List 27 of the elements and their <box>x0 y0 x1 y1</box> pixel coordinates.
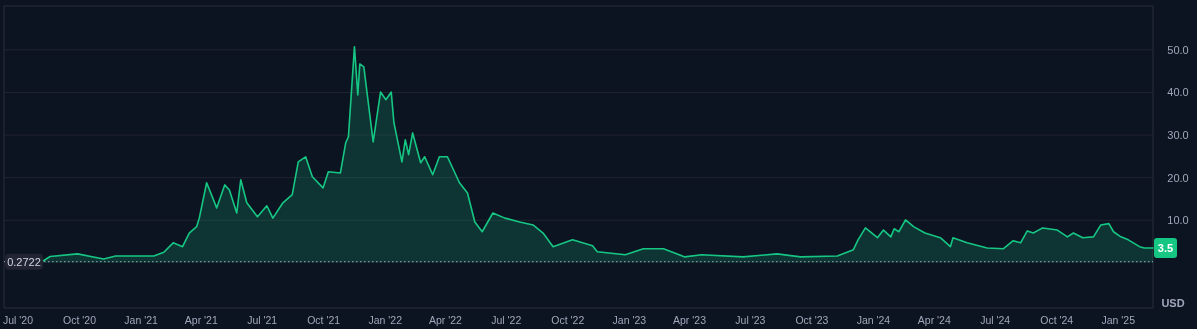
x-tick-label: Apr '24 <box>917 314 951 326</box>
x-tick-label: Jul '24 <box>980 314 1011 326</box>
x-tick-label: Jan '21 <box>124 314 159 326</box>
x-tick-label: Jul '20 <box>3 314 34 326</box>
y-tick-label: 20.0 <box>1167 171 1189 184</box>
y-tick-label: 10.0 <box>1167 214 1189 227</box>
ref-line-label: 0.2722 <box>7 255 41 268</box>
x-tick-label: Jul '23 <box>735 314 766 326</box>
x-tick-label: Apr '22 <box>428 314 463 326</box>
x-tick-label: Apr '23 <box>673 314 707 326</box>
x-tick-label: Oct '24 <box>1040 314 1074 326</box>
x-tick-label: Oct '23 <box>795 314 829 326</box>
annotation: 3.5 <box>1157 241 1174 254</box>
x-tick-label: Jan '23 <box>612 314 647 326</box>
y-axis-title: USD <box>1161 297 1185 309</box>
x-tick-label: Oct '22 <box>551 314 585 326</box>
x-tick-label: Jan '25 <box>1101 314 1136 326</box>
y-tick-label: 30.0 <box>1167 129 1189 142</box>
x-tick-label: Apr '21 <box>184 314 218 326</box>
x-tick-label: Oct '21 <box>307 314 341 326</box>
x-tick-label: Jan '24 <box>856 314 891 326</box>
x-tick-label: Jan '22 <box>368 314 403 326</box>
x-tick-label: Jul '22 <box>491 314 522 326</box>
y-tick-label: 40.0 <box>1167 86 1189 99</box>
x-tick-label: Oct '20 <box>63 314 97 326</box>
x-tick-label: Jul '21 <box>247 314 278 326</box>
y-tick-label: 50.0 <box>1167 43 1189 56</box>
